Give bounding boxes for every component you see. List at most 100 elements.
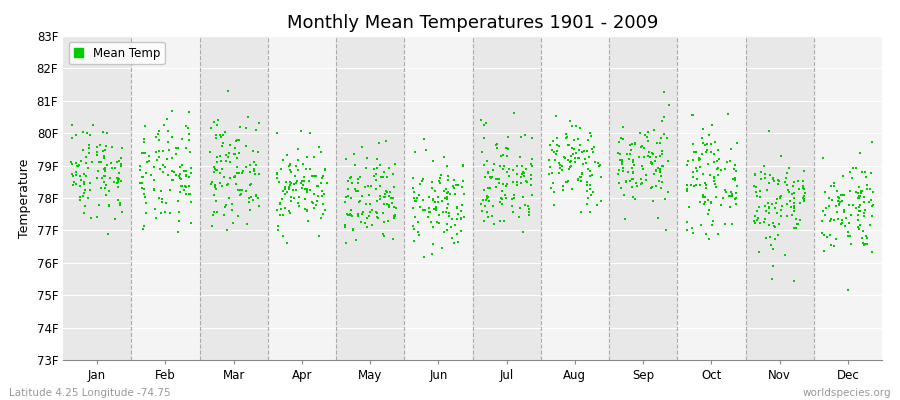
Point (314, 149, 328, 155)
Point (626, 168, 640, 175)
Point (447, 176, 462, 183)
Point (156, 148, 170, 154)
Point (625, 141, 639, 147)
Point (634, 130, 648, 136)
Point (826, 242, 841, 249)
Point (569, 150, 583, 156)
Point (625, 184, 639, 190)
Point (730, 183, 744, 190)
Point (476, 162, 491, 169)
Point (796, 198, 811, 204)
Point (652, 167, 667, 173)
Point (284, 169, 299, 176)
Point (852, 193, 867, 200)
Point (729, 201, 743, 207)
Point (851, 226, 866, 233)
Point (612, 180, 626, 186)
Point (302, 166, 317, 172)
Point (147, 164, 161, 170)
Point (228, 173, 242, 179)
Point (644, 184, 659, 190)
Point (703, 172, 717, 178)
Point (376, 169, 391, 176)
Point (367, 173, 382, 179)
Point (273, 200, 287, 207)
Point (518, 178, 533, 184)
Point (723, 204, 737, 210)
Point (387, 204, 401, 211)
Point (557, 154, 572, 160)
Point (526, 155, 540, 162)
Point (182, 191, 196, 197)
Point (857, 199, 871, 205)
Text: worldspecies.org: worldspecies.org (803, 388, 891, 398)
Point (481, 213, 495, 220)
Point (499, 145, 513, 151)
Point (386, 171, 400, 177)
Point (179, 123, 194, 129)
Point (409, 214, 423, 220)
Point (218, 204, 232, 210)
Point (341, 193, 356, 199)
Point (440, 196, 454, 202)
Point (417, 136, 431, 142)
Point (231, 187, 246, 193)
Point (292, 203, 306, 210)
Point (161, 172, 176, 178)
Point (274, 166, 289, 172)
Point (376, 232, 391, 239)
Point (778, 179, 792, 185)
Point (304, 173, 319, 180)
Point (634, 163, 649, 170)
Point (866, 202, 880, 208)
Point (137, 136, 151, 142)
Point (858, 168, 872, 175)
Point (775, 202, 789, 209)
Point (98, 172, 112, 179)
Point (505, 203, 519, 209)
Point (824, 216, 839, 223)
Point (310, 198, 325, 205)
Point (516, 229, 530, 235)
Point (220, 88, 235, 94)
Point (698, 180, 713, 186)
Point (232, 150, 247, 156)
Point (843, 212, 858, 218)
Point (486, 203, 500, 210)
Point (815, 155, 830, 161)
Point (687, 149, 701, 156)
Point (688, 149, 703, 155)
Point (247, 168, 261, 174)
Point (344, 212, 358, 219)
Point (375, 231, 390, 237)
Point (572, 155, 587, 162)
Point (209, 185, 223, 192)
Point (352, 199, 366, 205)
Point (581, 137, 596, 143)
Point (546, 138, 561, 144)
Point (790, 221, 805, 227)
Point (705, 121, 719, 128)
Point (543, 142, 557, 148)
Point (814, 218, 829, 224)
Point (495, 196, 509, 202)
Point (242, 198, 256, 205)
Point (634, 180, 649, 186)
Point (148, 206, 162, 212)
Point (786, 212, 800, 218)
Point (208, 165, 222, 172)
Point (511, 214, 526, 220)
Point (860, 186, 874, 192)
Point (587, 144, 601, 150)
Point (619, 150, 634, 157)
Point (274, 206, 288, 212)
Point (450, 205, 464, 211)
Point (753, 169, 768, 175)
Point (500, 134, 515, 140)
Point (67, 179, 81, 185)
Point (682, 204, 697, 210)
Point (174, 183, 188, 190)
Point (575, 171, 590, 177)
Point (657, 114, 671, 120)
Point (137, 150, 151, 156)
